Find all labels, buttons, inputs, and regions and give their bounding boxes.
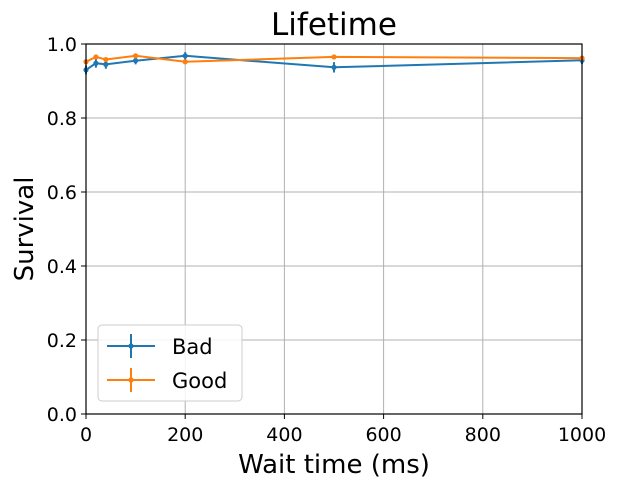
data-point-good <box>182 59 188 65</box>
legend-marker-bad <box>128 343 134 349</box>
y-axis-label: Survival <box>10 177 40 282</box>
x-tick-label: 400 <box>266 424 302 446</box>
data-point-bad <box>103 61 109 67</box>
x-axis-label: Wait time (ms) <box>238 450 430 480</box>
plot-frame <box>85 43 583 415</box>
y-tick-label: 0.8 <box>47 108 77 130</box>
x-tick-label: 800 <box>465 424 501 446</box>
data-point-bad <box>93 60 99 66</box>
data-point-good <box>103 56 109 63</box>
legend-items: Bad Good <box>107 334 227 393</box>
y-tick-label: 1.0 <box>47 34 77 56</box>
data-point-good <box>331 54 337 60</box>
data-point-good <box>133 53 139 59</box>
legend-marker-good <box>128 377 134 383</box>
y-tick-label: 0.6 <box>47 182 77 204</box>
data-point-good <box>93 54 99 60</box>
legend-box <box>97 324 243 402</box>
chart-title: Lifetime <box>271 7 397 43</box>
data-point-bad <box>182 53 188 59</box>
x-tick-label: 600 <box>365 424 401 446</box>
x-tick-label: 1000 <box>558 424 606 446</box>
series-layer <box>83 52 585 75</box>
data-point-bad <box>133 58 139 64</box>
legend-label-good: Good <box>172 369 227 393</box>
y-tick-label: 0.0 <box>47 404 77 426</box>
legend: Bad Good <box>97 324 243 402</box>
y-tick-label: 0.2 <box>47 330 77 352</box>
x-tick-label: 200 <box>167 424 203 446</box>
legend-label-bad: Bad <box>172 335 213 359</box>
tick-layer: 0 200 400 600 800 1000 0.0 0.2 0.4 0.6 0.8 1.0 <box>47 34 606 446</box>
x-tick-label: 0 <box>80 424 92 446</box>
data-point-bad <box>331 64 337 70</box>
y-tick-label: 0.4 <box>47 256 77 278</box>
